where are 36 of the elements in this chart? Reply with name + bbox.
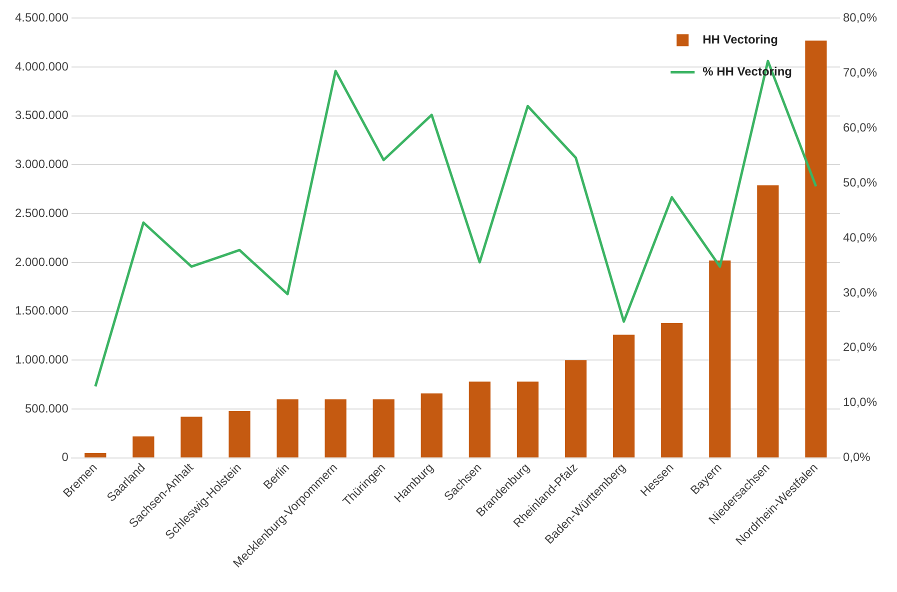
y-tick-label: 3.000.000 [14, 157, 69, 172]
bar [276, 399, 298, 458]
legend-label: HH Vectoring [702, 32, 778, 47]
bar [84, 452, 106, 458]
y2-tick-label: 80,0% [842, 10, 878, 25]
y-tick-label: 1.000.000 [14, 352, 69, 366]
bar [805, 40, 827, 458]
y-tick-label: 4.000.000 [14, 59, 69, 74]
bar [132, 436, 154, 458]
bar [180, 416, 202, 458]
bar [228, 410, 250, 458]
y-tick-label: 4.500.000 [14, 10, 69, 25]
y-tick-label: 0 [62, 450, 69, 464]
y2-tick-label: 60,0% [842, 120, 878, 134]
bar [709, 260, 731, 458]
y-tick-label: 500.000 [24, 401, 69, 416]
bar [324, 399, 346, 458]
y2-tick-label: 10,0% [842, 395, 878, 410]
bar [516, 382, 539, 458]
bar [661, 323, 683, 458]
y2-tick-label: 30,0% [842, 285, 878, 300]
bar [468, 382, 491, 458]
y2-tick-label: 70,0% [842, 65, 878, 80]
y2-tick-label: 50,0% [842, 175, 878, 190]
bar [564, 360, 587, 458]
bar [613, 334, 635, 458]
y-tick-label: 1.500.000 [14, 304, 69, 318]
y-tick-label: 3.500.000 [14, 108, 69, 122]
y2-tick-label: 40,0% [842, 230, 878, 244]
bar [757, 185, 779, 458]
bar [372, 399, 394, 458]
y-tick-label: 2.000.000 [14, 254, 69, 269]
bar [420, 393, 442, 458]
y-tick-label: 2.500.000 [14, 206, 69, 220]
y2-tick-label: 0,0% [842, 450, 871, 464]
y2-tick-label: 20,0% [842, 340, 878, 354]
